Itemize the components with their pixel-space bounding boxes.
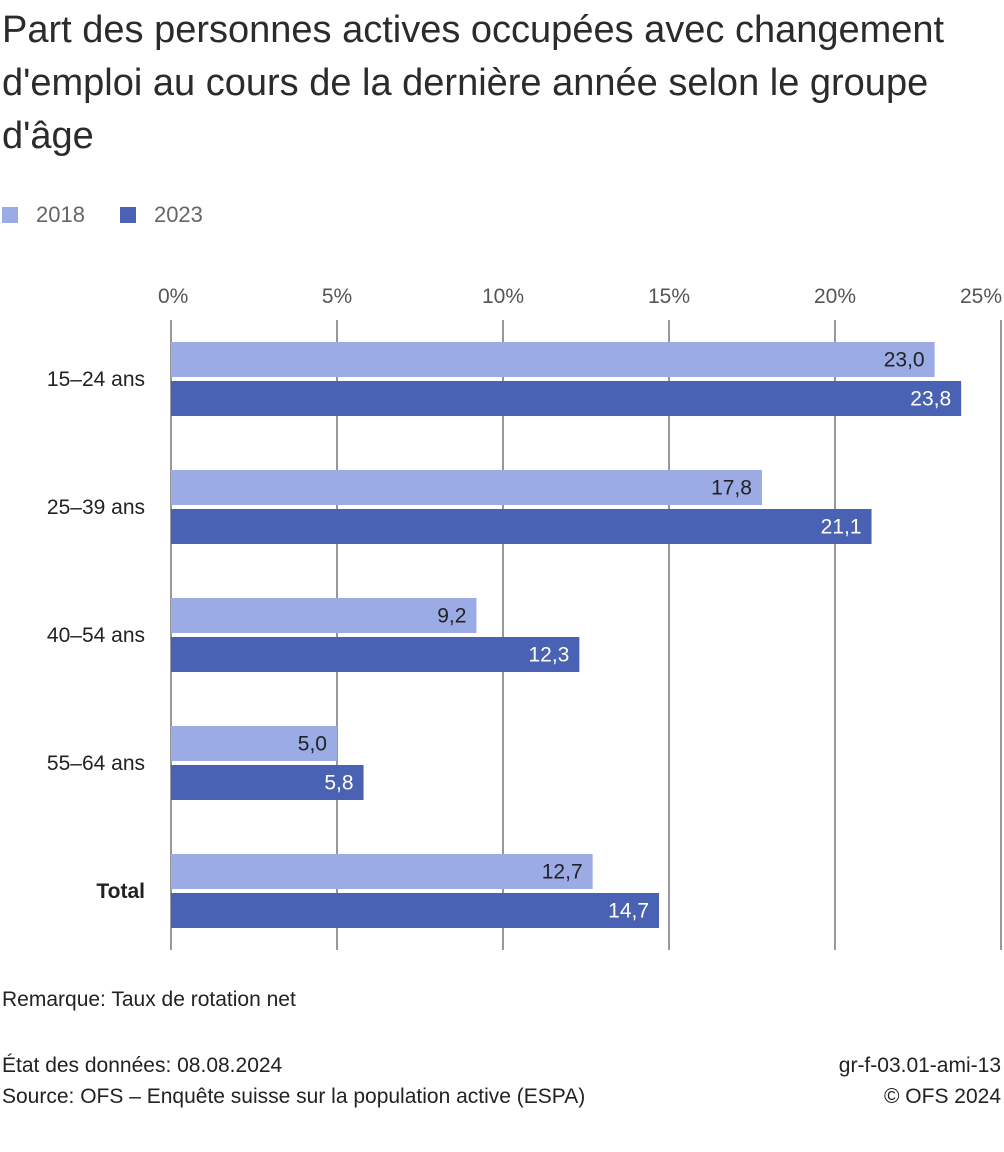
legend-swatch-2023: [119, 207, 136, 223]
bar-2018-3: [171, 726, 337, 761]
category-label-2: 40–54 ans: [47, 624, 145, 647]
data-label-2018-1: 17,8: [711, 477, 752, 500]
legend-item-2018: 2018: [2, 202, 85, 228]
x-tick-label-10: 10%: [482, 285, 524, 308]
category-label-0: 15–24 ans: [47, 368, 145, 391]
bar-2023-3: [171, 765, 364, 800]
data-label-2023-2: 12,3: [528, 644, 569, 667]
data-label-2018-2: 9,2: [437, 605, 466, 628]
bar-2023-2: [171, 637, 580, 672]
bar-2018-4: [171, 854, 593, 889]
bar-2018-0: [171, 342, 935, 377]
data-date: État des données: 08.08.2024: [2, 1054, 283, 1077]
bar-chart: 0% 5% 10% 15% 20% 25% 23,0 23,8 15–24 ans 17,8 21,…: [47, 285, 1002, 950]
chart-code: gr-f-03.01-ami-13: [838, 1054, 1001, 1077]
data-label-2023-1: 21,1: [821, 516, 862, 539]
data-label-2018-3: 5,0: [298, 733, 327, 756]
data-label-2023-3: 5,8: [324, 772, 353, 795]
legend-label-2018: 2018: [36, 202, 85, 227]
bar-2023-4: [171, 893, 660, 928]
bar-2018-2: [171, 598, 477, 633]
footer-source-block: État des données: 08.08.2024 Source: OFS…: [2, 1050, 642, 1112]
copyright: © OFS 2024: [883, 1085, 1001, 1108]
x-tick-label-20: 20%: [814, 285, 856, 308]
data-label-2018-0: 23,0: [884, 349, 925, 372]
footer-meta-block: gr-f-03.01-ami-13 © OFS 2024: [839, 1050, 1001, 1112]
category-label-4: Total: [96, 880, 145, 903]
x-tick-label-5: 5%: [322, 285, 352, 308]
chart-title: Part des personnes actives occupées avec…: [2, 9, 945, 157]
legend-label-2023: 2023: [153, 202, 203, 227]
x-tick-label-0: 0%: [158, 285, 188, 308]
x-tick-label-15: 15%: [648, 285, 690, 308]
bar-2023-1: [171, 509, 872, 544]
source-text: Source: OFS – Enquête suisse sur la popu…: [2, 1085, 586, 1108]
legend: 2018 2023: [2, 202, 238, 228]
category-label-3: 55–64 ans: [47, 752, 145, 775]
data-label-2018-4: 12,7: [542, 861, 583, 884]
data-label-2023-0: 23,8: [910, 388, 951, 411]
x-tick-label-25: 25%: [960, 285, 1002, 308]
category-label-1: 25–39 ans: [47, 496, 145, 519]
bar-2023-0: [171, 381, 962, 416]
legend-swatch-2018: [2, 207, 18, 223]
chart-note: Remarque: Taux de rotation net: [2, 988, 296, 1011]
bar-2018-1: [171, 470, 762, 505]
data-label-2023-4: 14,7: [608, 900, 649, 923]
legend-item-2023: 2023: [119, 202, 203, 228]
